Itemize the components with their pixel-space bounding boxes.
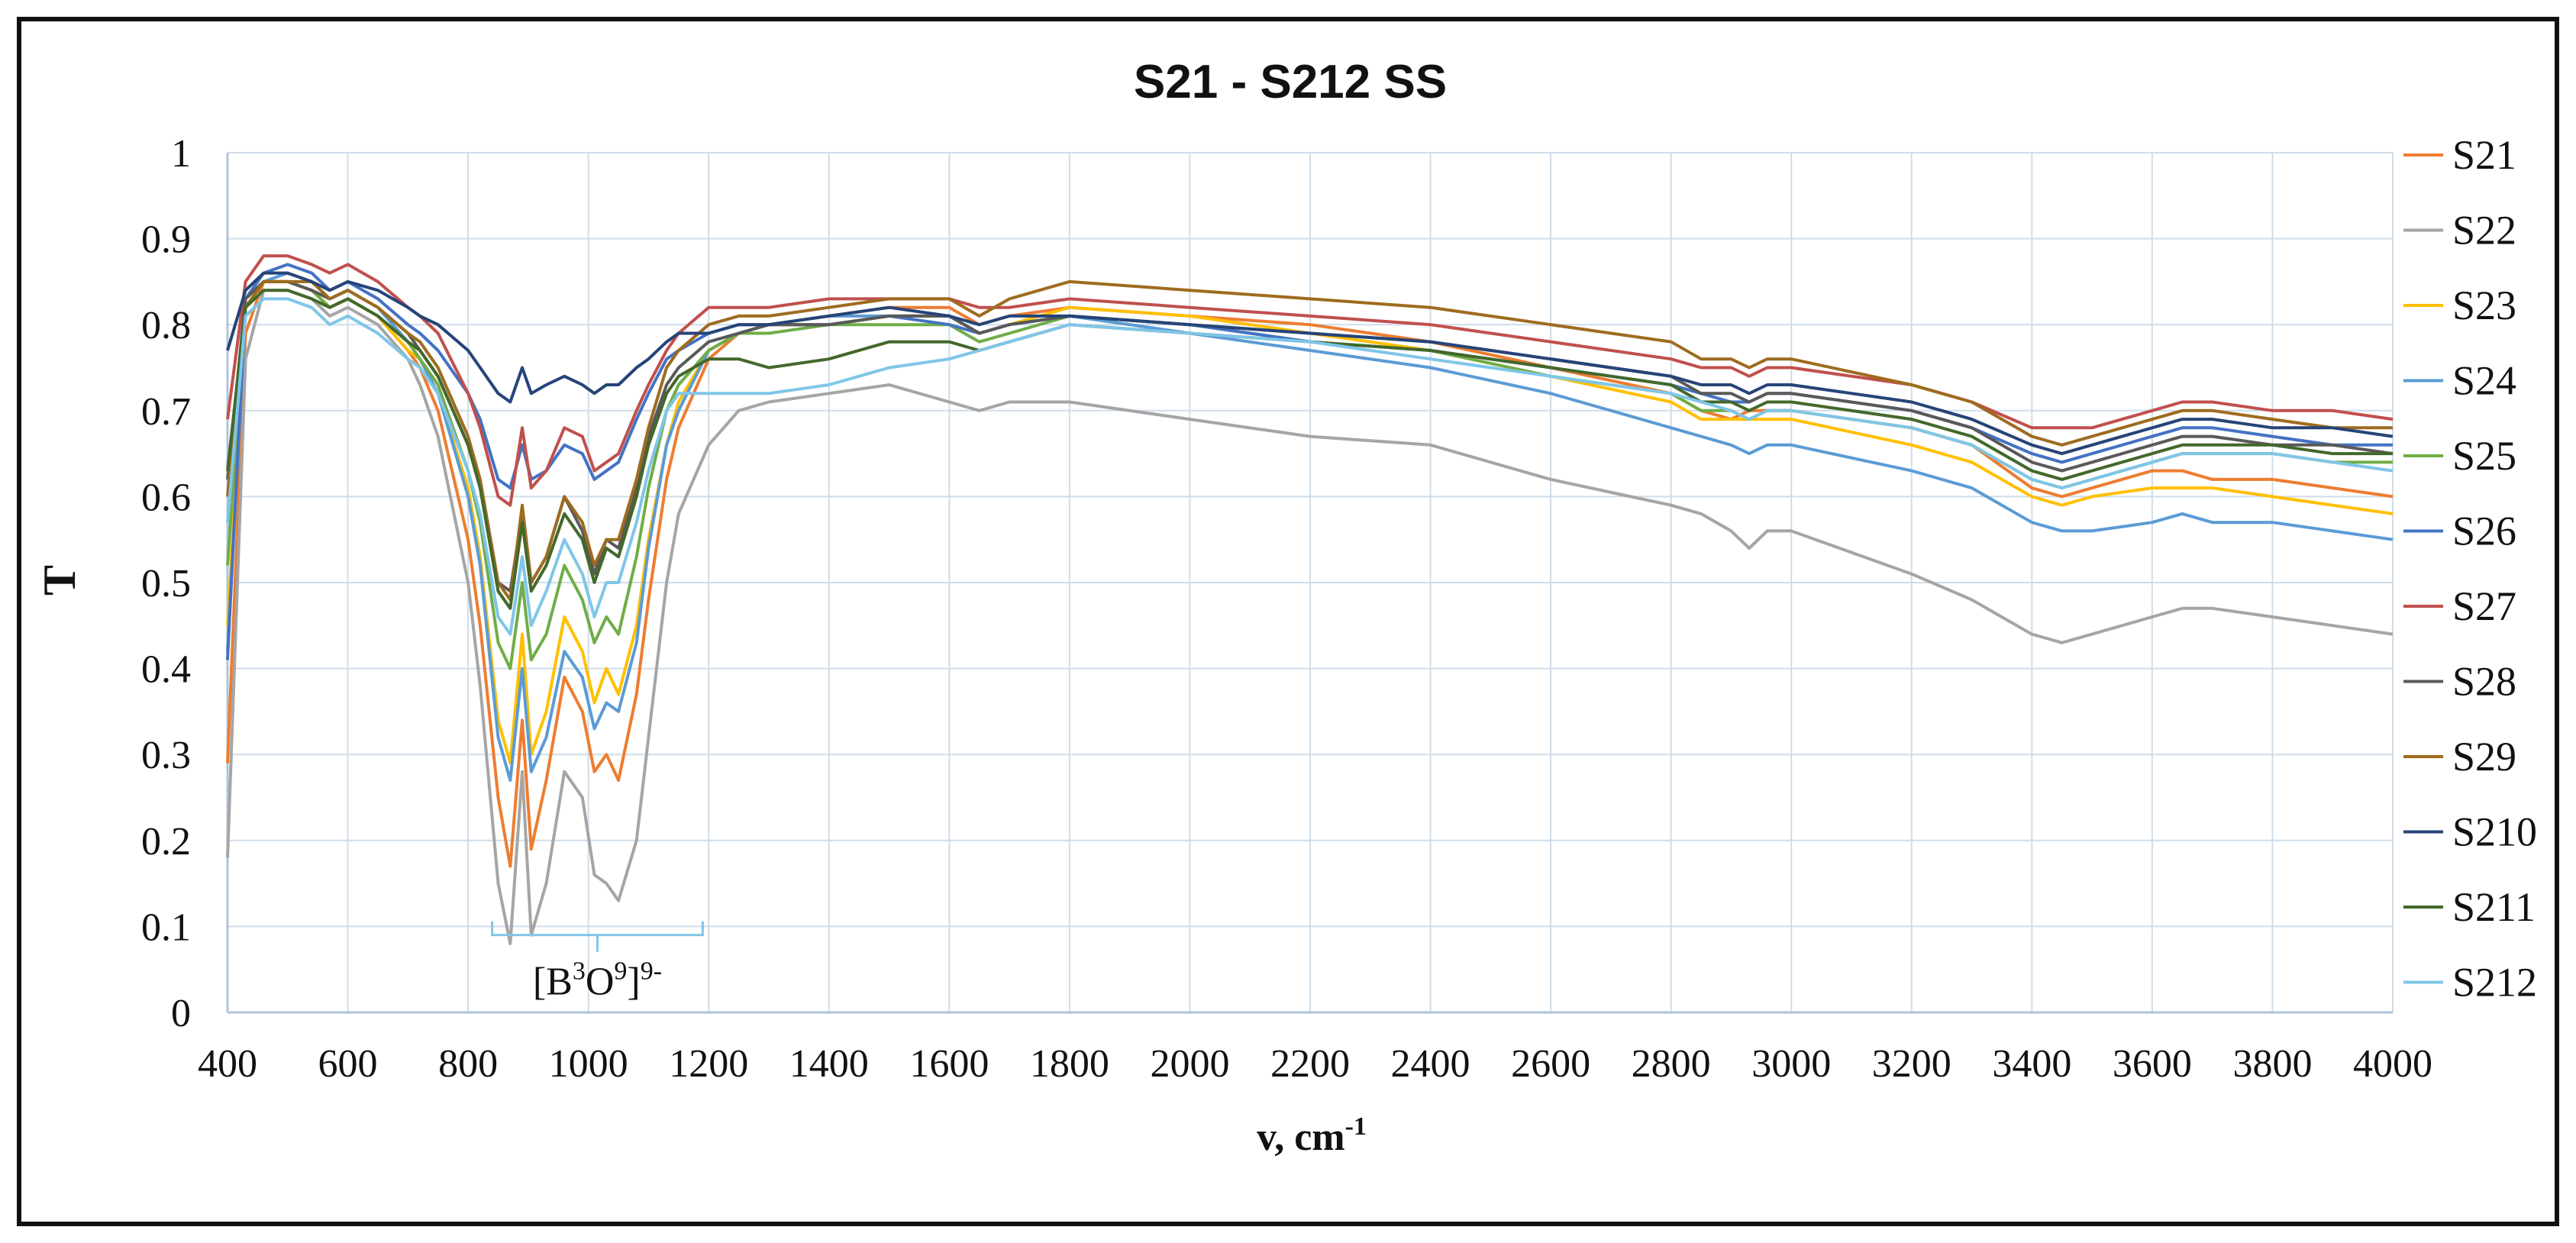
x-tick-label: 400 bbox=[198, 1042, 257, 1086]
y-tick-label: 0.3 bbox=[141, 734, 191, 777]
y-axis-label: T bbox=[34, 565, 85, 596]
x-tick-label: 2200 bbox=[1270, 1042, 1350, 1086]
annotation-sup: 3 bbox=[573, 957, 586, 986]
legend-label: S27 bbox=[2452, 583, 2516, 629]
y-tick-label: 0.1 bbox=[141, 906, 191, 949]
annotation-label: [B3O9]9- bbox=[533, 957, 662, 1004]
y-tick-label: 0.7 bbox=[141, 390, 191, 434]
chart-frame: 400 600 800 1000 1200 1400 1600 1800 2000 2200 240… bbox=[17, 17, 2559, 1226]
x-tick-label: 3600 bbox=[2113, 1042, 2192, 1086]
x-tick-labels: 400 600 800 1000 1200 1400 1600 1800 2000 2200 240… bbox=[198, 1042, 2432, 1086]
annotation-sup: 9 bbox=[614, 957, 627, 986]
gridlines bbox=[226, 152, 2394, 1014]
annotation-text: ] bbox=[627, 960, 640, 1004]
x-tick-label: 1800 bbox=[1030, 1042, 1109, 1086]
y-tick-label: 1 bbox=[171, 132, 191, 176]
legend-label: S24 bbox=[2452, 358, 2516, 404]
annotation-text: [B bbox=[533, 960, 573, 1004]
annotation-bracket bbox=[491, 921, 704, 952]
x-tick-label: 1400 bbox=[789, 1042, 869, 1086]
legend-label: S23 bbox=[2452, 282, 2516, 328]
annotation-sup: 9- bbox=[641, 957, 662, 986]
x-tick-label: 2400 bbox=[1391, 1042, 1470, 1086]
x-axis-label: v, cm-1 bbox=[1257, 1112, 1367, 1159]
x-tick-label: 4000 bbox=[2353, 1042, 2432, 1086]
x-tick-label: 800 bbox=[438, 1042, 498, 1086]
legend-label: S28 bbox=[2452, 659, 2516, 705]
x-tick-label: 3800 bbox=[2232, 1042, 2312, 1086]
x-tick-label: 3000 bbox=[1751, 1042, 1831, 1086]
y-tick-label: 0.4 bbox=[141, 648, 191, 692]
y-tick-labels: 0 0.1 0.2 0.3 0.4 0.5 0.6 0.7 0.8 0.9 1 bbox=[141, 132, 191, 1035]
x-tick-label: 2600 bbox=[1511, 1042, 1590, 1086]
chart-svg: 400 600 800 1000 1200 1400 1600 1800 2000 2200 240… bbox=[34, 56, 2537, 1159]
x-axis-label-text: v, cm bbox=[1257, 1115, 1345, 1159]
y-tick-label: 0.5 bbox=[141, 562, 191, 605]
x-tick-label: 600 bbox=[318, 1042, 378, 1086]
plot-area bbox=[226, 254, 2394, 945]
series-line-s22 bbox=[226, 289, 2394, 945]
legend-label: S210 bbox=[2452, 809, 2537, 855]
x-tick-label: 2800 bbox=[1632, 1042, 1711, 1086]
legend: S21 S22 S23 S24 S25 S26 S27 S28 S29 S210 S211 S212 bbox=[2403, 132, 2537, 1006]
y-tick-label: 0 bbox=[171, 992, 191, 1035]
x-tick-label: 1200 bbox=[669, 1042, 748, 1086]
x-tick-label: 1600 bbox=[909, 1042, 989, 1086]
x-tick-label: 2000 bbox=[1150, 1042, 1229, 1086]
legend-label: S211 bbox=[2452, 884, 2536, 930]
x-tick-label: 1000 bbox=[549, 1042, 628, 1086]
series-line-s212 bbox=[226, 297, 2394, 636]
annotation-group: [B3O9]9- bbox=[491, 921, 704, 1004]
series-line-s29 bbox=[226, 279, 2393, 602]
legend-label: S25 bbox=[2452, 433, 2516, 479]
legend-label: S212 bbox=[2452, 960, 2537, 1006]
y-tick-label: 0.9 bbox=[141, 218, 191, 262]
series-line-s211 bbox=[226, 289, 2393, 610]
series-line-s210 bbox=[226, 271, 2394, 456]
legend-label: S26 bbox=[2452, 508, 2516, 554]
y-tick-label: 0.6 bbox=[141, 476, 191, 519]
y-tick-label: 0.8 bbox=[141, 304, 191, 347]
chart-title: S21 - S212 SS bbox=[1134, 56, 1447, 108]
legend-label: S21 bbox=[2452, 132, 2516, 178]
annotation-text: O bbox=[586, 960, 615, 1004]
x-axis-label-sup: -1 bbox=[1345, 1112, 1367, 1141]
x-tick-label: 3200 bbox=[1872, 1042, 1951, 1086]
x-tick-label: 3400 bbox=[1992, 1042, 2071, 1086]
legend-label: S22 bbox=[2452, 208, 2516, 253]
y-tick-label: 0.2 bbox=[141, 820, 191, 864]
legend-label: S29 bbox=[2452, 734, 2516, 780]
